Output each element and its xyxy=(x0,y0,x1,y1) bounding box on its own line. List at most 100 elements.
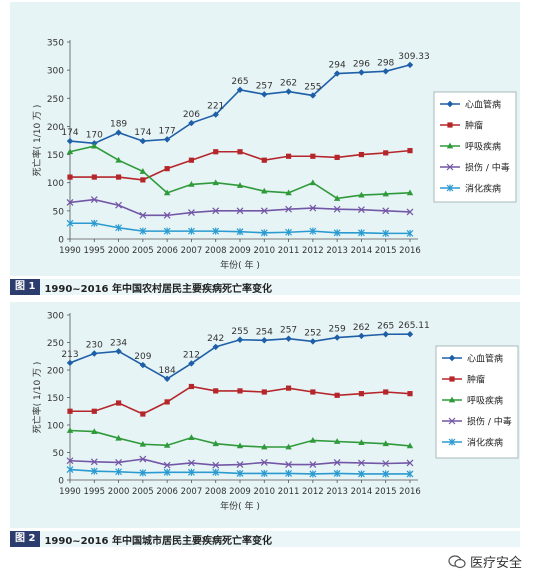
data-point xyxy=(91,142,98,149)
data-point xyxy=(139,227,147,235)
data-point xyxy=(164,399,170,405)
data-point xyxy=(188,119,195,127)
legend-marker xyxy=(446,163,454,171)
data-point xyxy=(139,361,147,369)
legend-item: 消化疾病 xyxy=(442,437,503,449)
data-point xyxy=(406,459,414,467)
data-label: 265 xyxy=(231,77,248,87)
data-point xyxy=(285,228,292,236)
x-tick-label: 1995 xyxy=(83,246,105,256)
data-point xyxy=(333,469,341,477)
legend-label: 损伤 / 中毒 xyxy=(467,416,512,428)
data-point xyxy=(285,443,292,450)
x-tick-label: 2000 xyxy=(108,246,130,256)
data-point xyxy=(139,211,147,219)
data-point xyxy=(236,336,244,343)
data-label: 212 xyxy=(183,350,200,360)
x-tick-label: 2013 xyxy=(326,246,348,256)
data-point xyxy=(115,348,122,355)
data-point xyxy=(334,154,340,160)
data-point xyxy=(115,400,122,406)
data-point xyxy=(261,187,268,194)
legend-label: 消化疾病 xyxy=(467,437,503,449)
data-point xyxy=(66,457,74,465)
data-label: 177 xyxy=(159,126,176,136)
data-point xyxy=(310,153,316,159)
data-point xyxy=(333,229,341,237)
data-point xyxy=(140,411,146,417)
x-tick-label: 2016 xyxy=(399,246,421,256)
data-point xyxy=(285,153,292,159)
data-point xyxy=(358,191,365,198)
data-point xyxy=(188,434,195,441)
data-point xyxy=(406,189,414,196)
data-point xyxy=(358,151,365,158)
legend-label: 肿瘤 xyxy=(465,120,483,132)
data-point xyxy=(188,360,195,367)
x-tick-label: 2016 xyxy=(399,487,421,497)
data-label: 184 xyxy=(159,366,176,376)
figure-2-tag: 图 2 xyxy=(10,531,41,547)
x-tick-label: 2011 xyxy=(278,487,300,497)
legend-label: 消化疾病 xyxy=(465,183,501,195)
legend-label: 呼吸疾病 xyxy=(465,141,501,153)
legend-marker xyxy=(449,376,455,382)
legend-label: 肿瘤 xyxy=(467,374,485,386)
data-point xyxy=(333,458,341,466)
y-tick-label: 0 xyxy=(58,236,64,246)
x-tick-label: 2008 xyxy=(205,246,227,256)
series-5 xyxy=(66,466,414,478)
data-point xyxy=(285,205,292,213)
data-point xyxy=(382,207,390,215)
data-point xyxy=(382,470,390,478)
data-label: 309.33 xyxy=(398,52,430,62)
data-point xyxy=(66,148,74,155)
data-point xyxy=(188,468,195,476)
y-tick-label: 150 xyxy=(47,394,64,404)
data-point xyxy=(285,385,292,391)
data-point xyxy=(90,467,98,475)
data-label: 265 xyxy=(377,321,394,331)
legend-label: 心血管病 xyxy=(467,353,503,365)
data-point xyxy=(66,219,74,227)
data-point xyxy=(212,461,220,469)
data-label: 254 xyxy=(256,327,273,337)
data-point xyxy=(261,157,267,163)
x-tick-label: 2014 xyxy=(351,246,373,256)
data-point xyxy=(188,459,195,467)
data-point xyxy=(91,350,98,357)
x-tick-label: 2010 xyxy=(253,246,275,256)
series-3 xyxy=(66,142,414,201)
data-label: 265.11 xyxy=(398,321,430,331)
x-tick-label: 2006 xyxy=(156,246,178,256)
data-point xyxy=(407,391,413,397)
data-point xyxy=(406,208,414,216)
data-point xyxy=(163,227,171,235)
y-tick-label: 150 xyxy=(47,151,64,161)
data-point xyxy=(358,206,365,214)
data-point xyxy=(334,392,340,398)
x-tick-label: 2000 xyxy=(108,487,130,497)
data-point xyxy=(333,70,341,77)
data-label: 257 xyxy=(280,326,297,336)
y-tick-label: 100 xyxy=(47,179,64,189)
data-point xyxy=(261,91,268,98)
data-point xyxy=(260,458,268,466)
data-label: 255 xyxy=(304,82,321,92)
legend-item: 呼吸疾病 xyxy=(442,395,503,407)
data-label: 170 xyxy=(86,130,103,140)
y-tick-label: 0 xyxy=(58,477,64,487)
data-point xyxy=(212,227,220,235)
data-point xyxy=(333,195,341,201)
data-label: 189 xyxy=(110,120,127,130)
x-tick-label: 2015 xyxy=(375,487,397,497)
data-point xyxy=(139,455,147,463)
data-point xyxy=(236,469,244,477)
data-point xyxy=(309,461,317,469)
figure-2-title: 1990~2016 年中国城市居民主要疾病死亡率变化 xyxy=(44,535,272,547)
data-point xyxy=(382,460,390,467)
data-point xyxy=(358,459,365,467)
data-point xyxy=(261,443,268,450)
data-point xyxy=(140,177,146,183)
data-point xyxy=(382,68,389,75)
